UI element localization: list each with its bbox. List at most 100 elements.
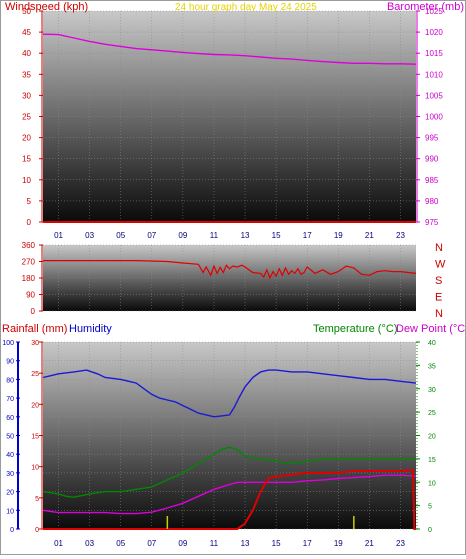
barometer-tick-label: 1025: [425, 7, 443, 16]
panel3-grid: [43, 341, 416, 530]
temperature-tick-label: 35: [428, 363, 436, 370]
rainfall-tick-label: 50: [6, 434, 14, 441]
direction-tick-label: 90: [26, 291, 35, 300]
rainfall-axis-title: Rainfall (mm): [2, 323, 67, 335]
hour-tick-label: 19: [334, 539, 343, 548]
hour-tick-label: 07: [147, 231, 156, 240]
barometer-line: [42, 33, 417, 65]
hour-tick-label: 09: [178, 539, 187, 548]
direction-tick-label: 0: [31, 307, 36, 316]
hour-tick-label: 01: [54, 231, 63, 240]
hour-tick-label: 05: [116, 231, 125, 240]
dewpoint-axis-title: Dew Point (°C): [396, 323, 465, 335]
rainfall-tick-label: 30: [6, 471, 14, 478]
windspeed-tick-label: 35: [22, 70, 31, 79]
hour-tick-label: 07: [147, 539, 156, 548]
humidity-line: [42, 369, 417, 418]
hour-tick-label: 11: [210, 539, 219, 548]
humidity-tick-label: 15: [31, 434, 39, 441]
barometer-axis-title: Barometer (mb): [387, 1, 464, 13]
windspeed-tick-label: 5: [27, 197, 32, 206]
rainfall-line: [43, 469, 416, 530]
hour-tick-label: 03: [85, 231, 94, 240]
panel3-axes: 0102030405060708090100051015202530051015…: [2, 340, 436, 548]
direction-tick-label: 180: [22, 274, 36, 283]
panel1-axes: 0510152025303540455097598098599099510001…: [22, 7, 443, 240]
barometer-tick-label: 990: [425, 155, 439, 164]
rainfall-tick-label: 10: [6, 508, 14, 515]
windspeed-tick-label: 25: [22, 113, 31, 122]
barometer-tick-label: 985: [425, 176, 439, 185]
windspeed-tick-label: 20: [22, 134, 31, 143]
hour-tick-label: 01: [54, 539, 63, 548]
compass-label: W: [435, 259, 446, 271]
windspeed-tick-label: 40: [22, 49, 31, 58]
hour-tick-label: 19: [334, 231, 343, 240]
panel1-series: [42, 33, 417, 223]
rainfall-tick-label: 60: [6, 415, 14, 422]
panel2-series: [43, 260, 417, 280]
temperature-tick-label: 30: [428, 387, 436, 394]
compass-label: N: [435, 308, 443, 320]
rainfall-tick-label: 20: [6, 490, 14, 497]
barometer-tick-label: 995: [425, 134, 439, 143]
temperature-tick-label: 15: [428, 457, 436, 464]
hour-tick-label: 15: [272, 231, 281, 240]
windspeed-tick-label: 0: [27, 218, 32, 227]
barometer-tick-label: 975: [425, 218, 439, 227]
barometer-tick-label: 1020: [425, 28, 443, 37]
temperature-tick-label: 20: [428, 434, 436, 441]
temperature-tick-label: 40: [428, 340, 436, 347]
windspeed-tick-label: 45: [22, 28, 31, 37]
rainfall-tick-label: 40: [6, 452, 14, 459]
windspeed-axis-title: Windspeed (kph): [5, 1, 88, 13]
rainfall-tick-label: 0: [10, 527, 14, 534]
barometer-tick-label: 1000: [425, 113, 443, 122]
humidity-tick-label: 25: [31, 371, 39, 378]
humidity-tick-label: 0: [35, 527, 39, 534]
hour-tick-label: 13: [241, 231, 250, 240]
windspeed-tick-label: 30: [22, 91, 31, 100]
temperature-tick-label: 25: [428, 410, 436, 417]
panel-rain-humidity-temperature: 0102030405060708090100051015202530051015…: [2, 323, 466, 548]
compass-label: N: [435, 242, 443, 254]
barometer-tick-label: 1010: [425, 70, 443, 79]
windspeed-tick-label: 50: [22, 7, 31, 16]
barometer-tick-label: 1015: [425, 49, 443, 58]
temperature-tick-label: 5: [428, 504, 432, 511]
hour-tick-label: 11: [210, 231, 219, 240]
rainfall-tick-label: 90: [6, 359, 14, 366]
hour-tick-label: 21: [365, 231, 374, 240]
wind-direction-line: [43, 260, 417, 280]
compass-label: E: [435, 292, 442, 304]
panel-wind-barometer: 0510152025303540455097598098599099510001…: [5, 1, 464, 240]
barometer-tick-label: 980: [425, 197, 439, 206]
panel2-grid: [43, 244, 416, 312]
rainfall-tick-label: 70: [6, 396, 14, 403]
chart-title: 24 hour graph day May 24 2025: [175, 2, 317, 13]
direction-tick-label: 360: [22, 241, 36, 250]
humidity-tick-label: 20: [31, 402, 39, 409]
hour-tick-label: 21: [365, 539, 374, 548]
hour-tick-label: 03: [85, 539, 94, 548]
direction-tick-label: 270: [22, 258, 36, 267]
humidity-tick-label: 30: [31, 340, 39, 347]
windspeed-tick-label: 10: [22, 176, 31, 185]
barometer-tick-label: 1005: [425, 91, 443, 100]
hour-tick-label: 23: [396, 231, 405, 240]
humidity-axis-title: Humidity: [69, 323, 112, 335]
panel3-series: [42, 369, 417, 530]
humidity-tick-label: 5: [35, 496, 39, 503]
temperature-axis-title: Temperature (°C): [313, 323, 397, 335]
rainfall-tick-label: 100: [2, 340, 14, 347]
hour-tick-label: 23: [396, 539, 405, 548]
temperature-tick-label: 0: [428, 527, 432, 534]
hour-tick-label: 05: [116, 539, 125, 548]
temperature-tick-label: 10: [428, 480, 436, 487]
humidity-tick-label: 10: [31, 465, 39, 472]
hour-tick-label: 15: [272, 539, 281, 548]
dewpoint-line: [42, 474, 417, 515]
